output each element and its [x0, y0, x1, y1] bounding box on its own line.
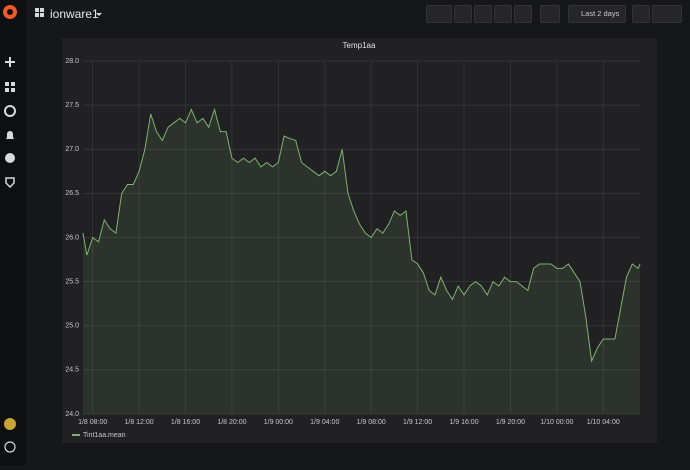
save-button[interactable] — [494, 5, 512, 23]
area-fill — [83, 109, 640, 414]
x-tick-label: 1/9 08:00 — [357, 419, 386, 426]
x-tick-label: 1/8 08:00 — [78, 419, 107, 426]
series-line — [82, 107, 641, 363]
star-button[interactable] — [454, 5, 472, 23]
x-tick-label: 1/8 16:00 — [171, 419, 200, 426]
avatar[interactable] — [4, 418, 16, 430]
dashboards-icon[interactable] — [5, 82, 15, 92]
x-tick-label: 1/9 00:00 — [264, 419, 293, 426]
sidebar — [0, 0, 26, 465]
legend-label: Tint1aa.mean — [83, 432, 126, 439]
panel-title: Temp1aa — [343, 41, 376, 50]
x-tick-label: 1/8 20:00 — [217, 419, 246, 426]
explore-icon[interactable] — [4, 105, 16, 117]
caret[interactable] — [96, 13, 102, 16]
add-icon[interactable] — [5, 57, 15, 67]
y-tick-label: 27.0 — [65, 146, 79, 153]
y-tick-label: 24.0 — [65, 411, 79, 418]
add-panel-button[interactable] — [426, 5, 452, 23]
x-tick-label: 1/9 20:00 — [496, 419, 525, 426]
share-button[interactable] — [474, 5, 492, 23]
config-icon[interactable] — [5, 153, 15, 163]
dashboard-title[interactable]: ionware1 — [50, 7, 99, 21]
time-range-picker[interactable]: Last 2 days — [568, 5, 626, 23]
x-tick-label: 1/9 12:00 — [403, 419, 432, 426]
y-tick-label: 26.5 — [65, 190, 79, 197]
y-tick-label: 26.0 — [65, 234, 79, 241]
y-tick-label: 25.0 — [65, 323, 79, 330]
x-tick-label: 1/9 16:00 — [449, 419, 478, 426]
y-tick-label: 27.5 — [65, 102, 79, 109]
x-tick-label: 1/9 04:00 — [310, 419, 339, 426]
zoom-button[interactable] — [632, 5, 650, 23]
y-tick-label: 28.0 — [65, 58, 79, 65]
logo-inner — [7, 9, 13, 15]
help-icon[interactable] — [4, 441, 16, 453]
sidebar-icons — [3, 5, 17, 453]
tv-button[interactable] — [540, 5, 560, 23]
alert-icon[interactable] — [6, 131, 14, 139]
chart: Temp1aa 24.0 24.5 25.0 25.5 26.0 26.5 27.0 27.5… — [65, 41, 641, 439]
top-bar — [26, 0, 690, 30]
y-tick-label: 24.5 — [65, 367, 79, 374]
settings-button[interactable] — [514, 5, 532, 23]
panel: Temp1aa 24.0 24.5 25.0 25.5 26.0 26.5 27.0 27.5… — [62, 38, 657, 443]
y-tick-label: 25.5 — [65, 278, 79, 285]
grid-icon[interactable] — [35, 8, 44, 17]
x-tick-label: 1/8 12:00 — [124, 419, 153, 426]
x-tick-label: 1/10 04:00 — [587, 419, 620, 426]
refresh-button[interactable] — [652, 5, 682, 23]
shield-icon[interactable] — [5, 177, 15, 189]
top-icons — [35, 8, 102, 17]
x-tick-label: 1/10 00:00 — [540, 419, 573, 426]
